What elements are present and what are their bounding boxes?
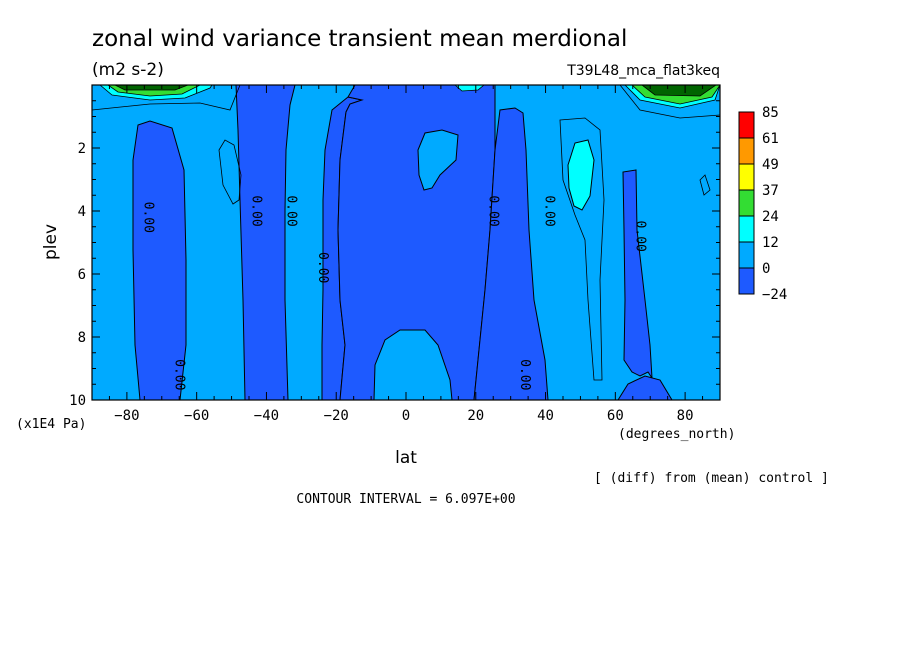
- contour-line-nh-1: [559, 117, 605, 381]
- neg-region-nh-polar: [622, 169, 653, 380]
- pos-island-eq: [417, 129, 459, 191]
- legend-swatch: [738, 163, 755, 191]
- y-tick-label: 8: [78, 330, 86, 346]
- footnote: [ (diff) from (mean) control ]: [594, 471, 829, 486]
- x-tick-label: 0: [402, 408, 410, 424]
- contour-label: 0.00: [140, 202, 155, 233]
- neg-region-sh-polar: [132, 120, 187, 400]
- x-tick-label: −60: [184, 408, 209, 424]
- x-tick-label: 60: [607, 408, 624, 424]
- contour-label: 0.00: [283, 195, 298, 226]
- x-tick-label: 80: [677, 408, 694, 424]
- y-axis-label: plev: [41, 224, 61, 260]
- pos-island-nh: [567, 139, 595, 211]
- legend-swatch: [738, 241, 755, 269]
- legend-swatch: [738, 189, 755, 217]
- contour-labels: 0.00 0.00 0.00 0.00 0.00 0.00 0.00 0.00 0.00: [140, 195, 647, 390]
- neg-region-nh-midlat: [473, 107, 549, 400]
- contour-line-sh-1: [218, 139, 242, 205]
- x-tick-label: 40: [537, 408, 554, 424]
- chart-title: zonal wind variance transient mean merdi…: [92, 26, 627, 52]
- contour-line-top-nh: [619, 85, 720, 119]
- y-tick-label: 2: [78, 141, 86, 157]
- legend-swatch: [738, 267, 755, 295]
- contour-label: 0.00: [517, 359, 532, 390]
- y-tick-labels: 2 4 6 8 10: [69, 141, 86, 409]
- legend-swatch: [738, 215, 755, 243]
- neg-region-sh-midlat: [235, 85, 296, 400]
- legend-label: 61: [762, 131, 779, 147]
- contour-label: 0.00: [315, 252, 330, 283]
- contour-label: 0.00: [248, 195, 263, 226]
- legend-label: 37: [762, 183, 779, 199]
- x-axis-units: (degrees_north): [618, 427, 735, 442]
- contour-interval: CONTOUR INTERVAL = 6.097E+00: [296, 492, 515, 507]
- chart-units: (m2 s-2): [92, 60, 164, 80]
- legend-label: 12: [762, 235, 779, 251]
- neg-region-nh-polar-base: [617, 375, 673, 400]
- contour-label: 0.00: [542, 195, 557, 226]
- legend-label: 0: [762, 261, 770, 277]
- legend-label: −24: [762, 287, 787, 303]
- y-tick-label: 4: [78, 204, 86, 220]
- legend-label: 24: [762, 209, 779, 225]
- x-ticks: [91, 85, 721, 400]
- x-tick-label: −20: [324, 408, 349, 424]
- contour-label: 0.00: [486, 195, 501, 226]
- jet-eq-small: [454, 85, 485, 92]
- contour-label: 0.00: [172, 359, 187, 390]
- legend-swatch: [738, 111, 755, 139]
- x-axis-label: lat: [395, 448, 417, 468]
- legend: 85 61 49 37 24 12 0 −24: [738, 105, 787, 303]
- x-tick-label: −80: [114, 408, 139, 424]
- plot-area: [92, 85, 720, 400]
- x-tick-label: −40: [254, 408, 279, 424]
- y-ticks: [92, 100, 720, 401]
- legend-swatch: [738, 137, 755, 165]
- top-jets: [99, 85, 720, 109]
- legend-label: 85: [762, 105, 779, 121]
- thin-contours: [92, 85, 720, 381]
- jet-sh-37: [114, 85, 189, 91]
- experiment-label: T39L48_mca_flat3keq: [566, 63, 720, 79]
- y-tick-label: 10: [69, 393, 86, 409]
- contour-line-top-sh: [92, 85, 241, 111]
- jet-nh-37: [641, 85, 717, 97]
- y-tick-label: 6: [78, 267, 86, 283]
- contour-line-nh-2: [699, 174, 711, 196]
- contour-label: 0.00: [632, 221, 647, 252]
- legend-label: 49: [762, 157, 779, 173]
- negative-regions: [132, 85, 673, 400]
- x-tick-label: 20: [467, 408, 484, 424]
- y-axis-units: (x1E4 Pa): [16, 417, 86, 432]
- x-tick-labels: −80 −60 −40 −20 0 20 40 60 80: [114, 408, 693, 424]
